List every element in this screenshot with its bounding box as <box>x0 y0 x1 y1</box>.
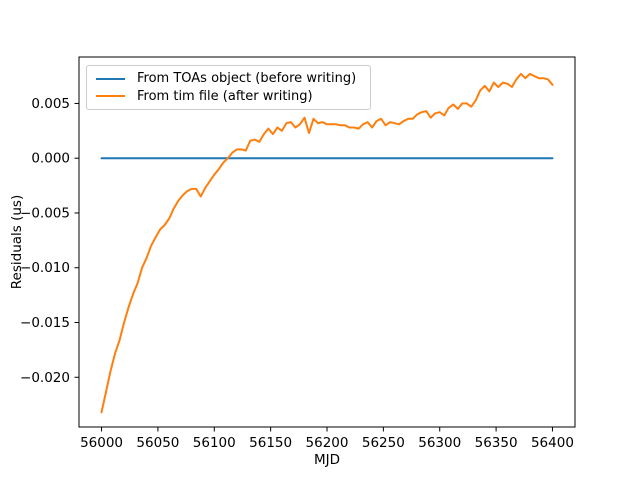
x-tick-label: 56350 <box>475 435 518 451</box>
x-tick-label: 56050 <box>136 435 179 451</box>
series-line-tim-file <box>100 72 554 414</box>
x-tick-label: 56250 <box>362 435 405 451</box>
x-tick-label: 56200 <box>306 435 349 451</box>
y-tick-label: 0.000 <box>31 151 70 167</box>
x-tick-label: 56000 <box>80 435 123 451</box>
legend-label-tim-file: From tim file (after writing) <box>137 88 313 104</box>
y-tick-label: −0.020 <box>20 370 70 386</box>
x-tick-label: 56400 <box>531 435 574 451</box>
y-axis-label: Residuals (us) <box>9 194 25 290</box>
legend: From TOAs object (before writing) From t… <box>86 65 371 110</box>
legend-line-orange-icon <box>96 94 125 98</box>
y-tick-label: −0.005 <box>20 205 70 221</box>
x-tick-label: 56300 <box>418 435 461 451</box>
y-tick-label: 0.005 <box>31 96 70 112</box>
y-tick-label: −0.015 <box>20 315 70 331</box>
y-tick-label: −0.010 <box>20 260 70 276</box>
legend-label-toas-object: From TOAs object (before writing) <box>137 71 357 87</box>
x-tick-label: 56100 <box>193 435 236 451</box>
legend-line-blue-icon <box>96 77 125 81</box>
x-axis-label: MJD <box>313 452 341 468</box>
legend-item-tim-file: From tim file (after writing) <box>96 89 361 104</box>
x-tick-label: 56150 <box>249 435 292 451</box>
legend-item-toas-object: From TOAs object (before writing) <box>96 71 361 86</box>
